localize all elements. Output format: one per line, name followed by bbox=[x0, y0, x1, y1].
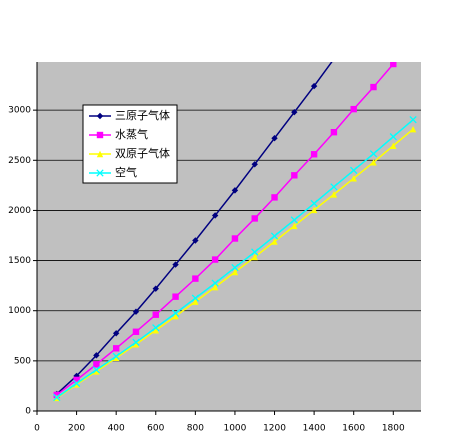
marker bbox=[93, 368, 100, 375]
marker bbox=[310, 151, 318, 158]
marker bbox=[310, 206, 318, 214]
marker bbox=[112, 354, 120, 362]
marker bbox=[231, 235, 239, 242]
marker bbox=[192, 298, 199, 305]
marker bbox=[389, 133, 397, 141]
legend-label: 空气 bbox=[115, 165, 137, 179]
marker bbox=[93, 352, 100, 359]
marker bbox=[310, 82, 318, 90]
marker bbox=[330, 183, 338, 191]
marker bbox=[251, 161, 258, 168]
marker bbox=[370, 83, 377, 91]
marker bbox=[370, 159, 377, 166]
marker bbox=[291, 172, 298, 179]
marker bbox=[271, 238, 278, 245]
marker bbox=[251, 253, 258, 261]
x-tick-label: 0 bbox=[34, 424, 40, 434]
legend-label: 三原子气体 bbox=[115, 108, 170, 122]
marker bbox=[231, 268, 239, 276]
marker bbox=[231, 263, 239, 272]
marker bbox=[231, 187, 239, 194]
marker bbox=[132, 328, 140, 335]
marker bbox=[53, 393, 61, 402]
marker bbox=[271, 194, 278, 201]
marker bbox=[390, 142, 397, 149]
legend-label: 双原子气体 bbox=[115, 146, 170, 160]
marker bbox=[96, 131, 104, 139]
y-tick-label: 1000 bbox=[8, 306, 31, 316]
x-tick-label: 1200 bbox=[263, 424, 286, 434]
marker bbox=[192, 237, 199, 244]
x-tick-label: 600 bbox=[147, 424, 164, 434]
marker bbox=[191, 294, 200, 302]
x-tick-label: 1000 bbox=[223, 424, 246, 434]
marker bbox=[93, 361, 100, 368]
marker bbox=[251, 248, 259, 256]
marker bbox=[211, 283, 219, 291]
marker bbox=[171, 309, 180, 317]
marker bbox=[92, 366, 101, 374]
series-line bbox=[56, 63, 394, 396]
marker bbox=[211, 256, 219, 263]
marker bbox=[409, 116, 417, 124]
marker bbox=[172, 313, 179, 320]
marker bbox=[310, 199, 318, 208]
marker bbox=[290, 216, 298, 224]
marker bbox=[112, 345, 120, 352]
marker bbox=[73, 376, 80, 384]
marker bbox=[112, 352, 120, 361]
y-tick-label: 500 bbox=[14, 356, 31, 366]
marker bbox=[350, 166, 358, 174]
marker bbox=[333, 62, 335, 63]
marker bbox=[291, 108, 298, 116]
marker bbox=[271, 135, 278, 142]
marker bbox=[132, 308, 140, 315]
marker bbox=[172, 261, 179, 268]
legend-label: 水蒸气 bbox=[115, 127, 148, 141]
legend-box bbox=[82, 104, 178, 184]
marker bbox=[152, 311, 159, 318]
marker bbox=[211, 279, 219, 287]
marker bbox=[390, 62, 397, 68]
y-tick-label: 2000 bbox=[8, 206, 31, 216]
y-tick-label: 3000 bbox=[8, 106, 31, 116]
marker bbox=[112, 330, 120, 337]
marker bbox=[152, 327, 159, 334]
marker bbox=[369, 150, 378, 158]
marker bbox=[211, 212, 219, 219]
x-tick-label: 1600 bbox=[342, 424, 365, 434]
marker bbox=[152, 285, 159, 292]
marker bbox=[409, 125, 417, 133]
x-tick-label: 800 bbox=[187, 424, 204, 434]
marker bbox=[350, 175, 357, 182]
marker bbox=[132, 338, 140, 346]
marker bbox=[350, 105, 357, 113]
marker bbox=[270, 232, 279, 240]
marker bbox=[96, 112, 104, 120]
x-tick-label: 1400 bbox=[303, 424, 326, 434]
plot-series bbox=[53, 62, 417, 402]
marker bbox=[330, 129, 338, 136]
marker bbox=[132, 341, 140, 348]
marker bbox=[96, 150, 104, 158]
x-tick-label: 400 bbox=[108, 424, 125, 434]
marker bbox=[96, 169, 104, 177]
marker bbox=[72, 379, 81, 388]
y-tick-label: 2500 bbox=[8, 156, 31, 166]
marker bbox=[330, 191, 338, 198]
marker bbox=[73, 381, 80, 388]
x-tick-label: 200 bbox=[68, 424, 85, 434]
x-tick-label: 1800 bbox=[382, 424, 405, 434]
y-tick-label: 0 bbox=[25, 407, 31, 417]
marker bbox=[251, 215, 258, 222]
marker bbox=[192, 275, 199, 282]
marker bbox=[291, 222, 298, 230]
y-tick-label: 1500 bbox=[8, 256, 31, 266]
marker bbox=[152, 324, 160, 332]
marker bbox=[172, 293, 179, 300]
